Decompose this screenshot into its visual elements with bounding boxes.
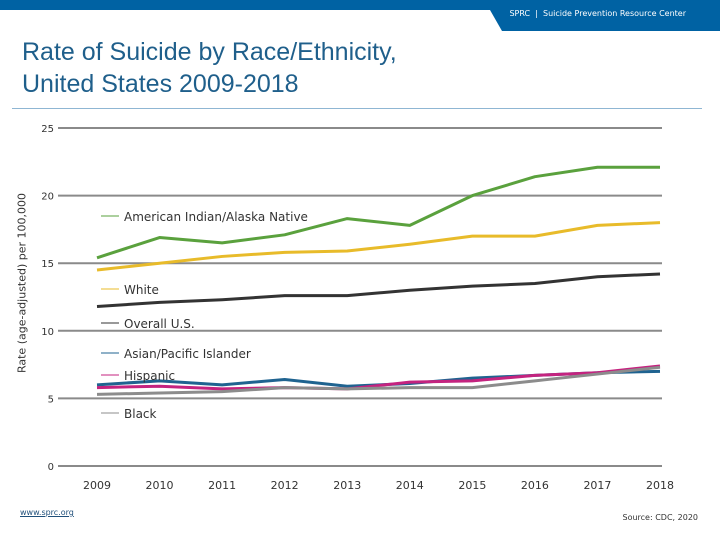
series-line [96,272,661,308]
y-tick-label: 0 [48,462,54,473]
series-line [96,221,661,272]
legend-label: Overall U.S. [124,317,195,331]
chart-title: Rate of Suicide by Race/Ethnicity, United… [22,38,397,98]
legend-label: Hispanic [124,369,175,383]
x-tick-label: 2014 [396,479,424,492]
x-tick-label: 2017 [583,479,611,492]
legend-label: American Indian/Alaska Native [124,210,308,224]
legend-label: Black [124,407,157,421]
source-note: Source: CDC, 2020 [622,513,699,522]
legend-label: White [124,283,159,297]
legend-label: Asian/Pacific Islander [124,347,251,361]
y-tick-label: 10 [41,327,54,338]
title-divider [12,108,702,109]
series-line [96,165,660,260]
header-bar [0,0,720,31]
series-line [96,364,661,391]
y-tick-label: 25 [41,124,54,135]
x-tick-label: 2016 [521,479,549,492]
x-tick-label: 2012 [271,479,299,492]
x-tick-label: 2011 [208,479,236,492]
y-axis-label: Rate (age-adjusted) per 100,000 [15,192,29,374]
y-tick-label: 20 [41,192,54,203]
website-link[interactable]: www.sprc.org [20,508,74,517]
x-tick-label: 2015 [458,479,486,492]
series-line [96,365,661,396]
x-tick-label: 2010 [146,479,174,492]
y-tick-label: 5 [48,394,54,405]
org-name: SPRC | Suicide Prevention Resource Cente… [509,9,686,18]
x-tick-label: 2013 [333,479,361,492]
x-tick-label: 2018 [646,479,674,492]
x-tick-label: 2009 [83,479,111,492]
y-tick-label: 15 [41,259,54,270]
